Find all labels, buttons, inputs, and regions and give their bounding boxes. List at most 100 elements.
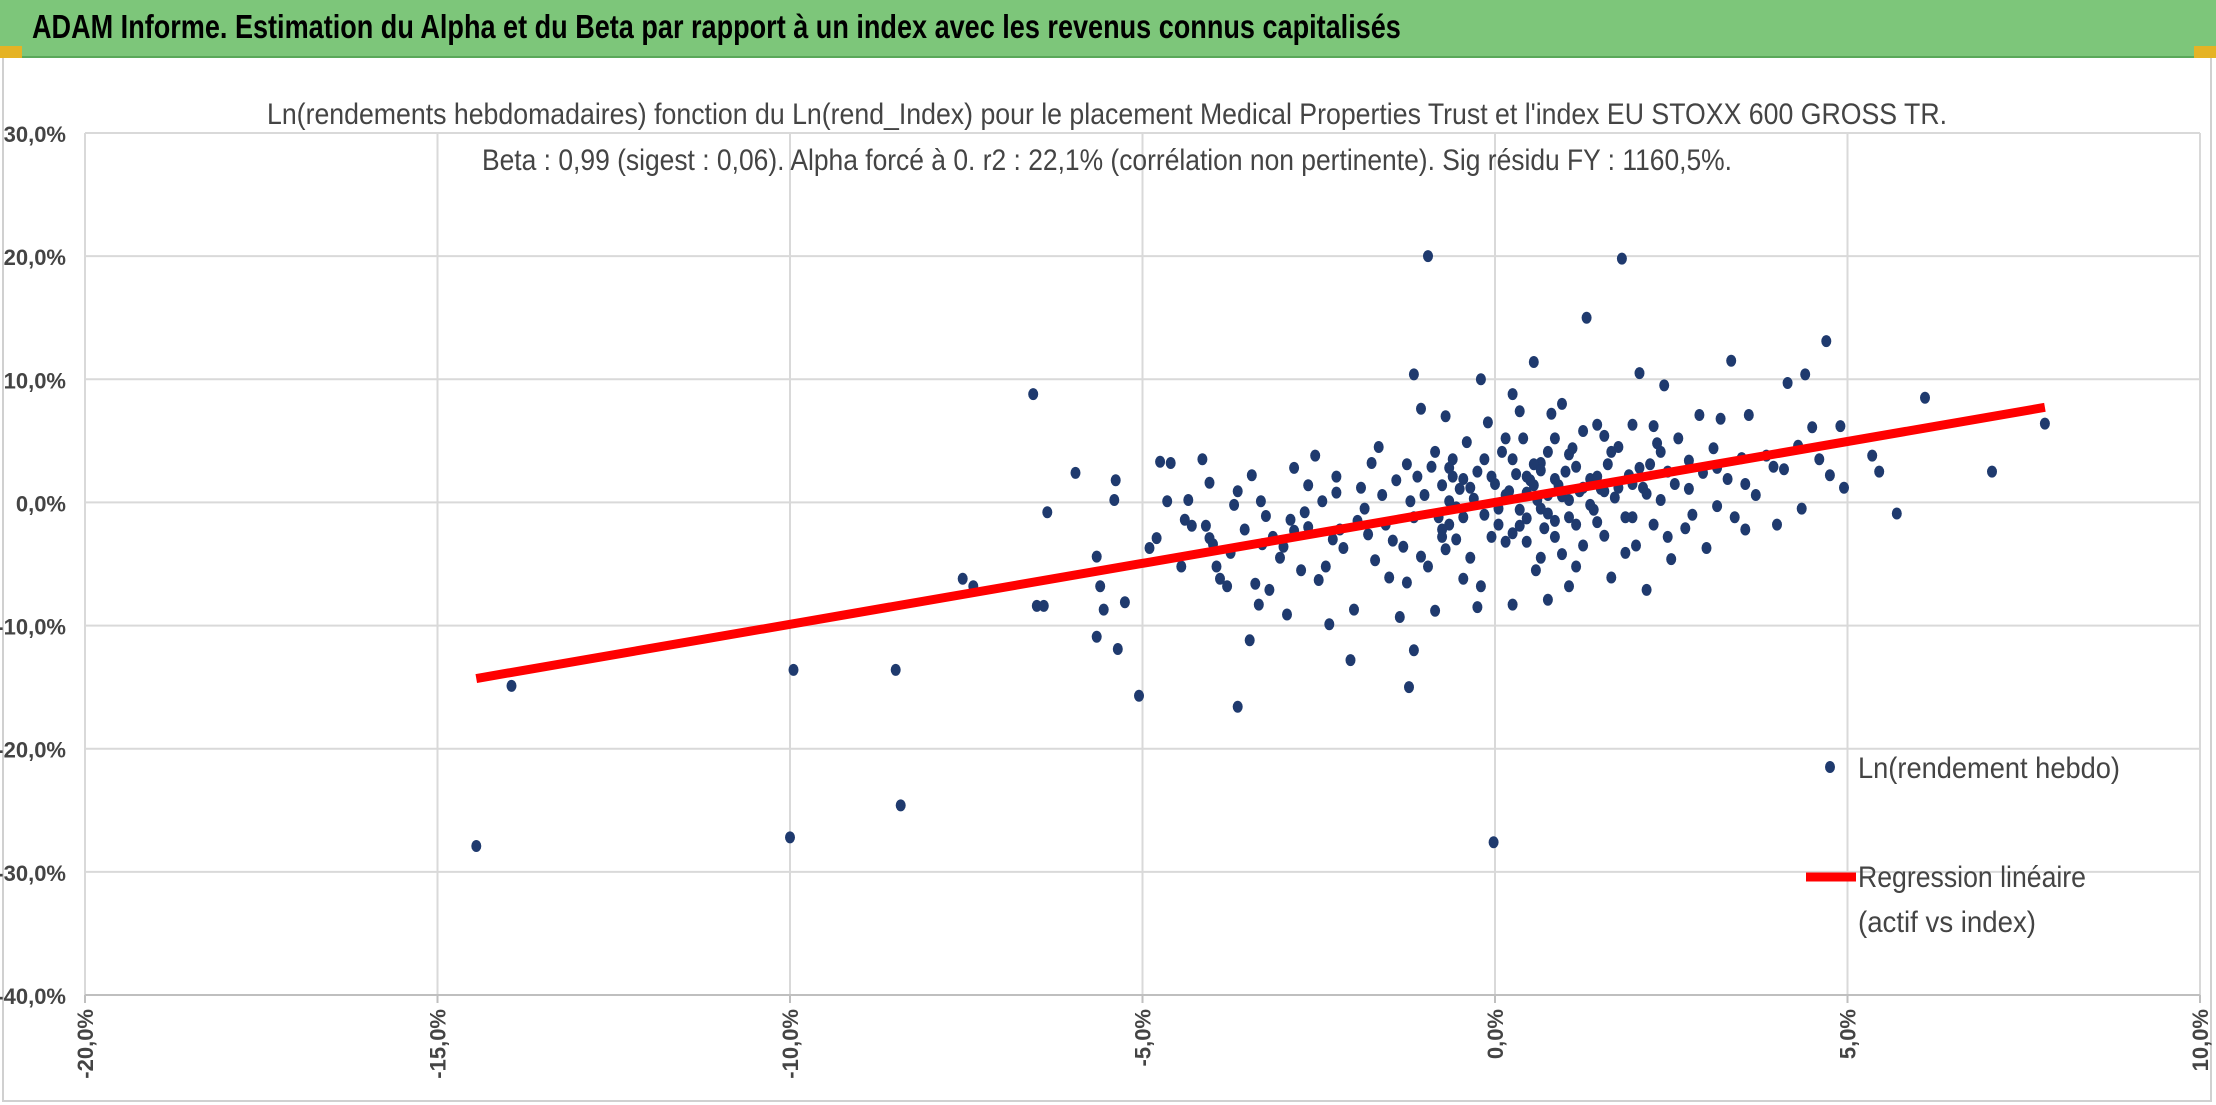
scatter-point [1578,425,1589,437]
scatter-point [1363,528,1374,541]
scatter-point [1387,534,1398,547]
scatter-point [890,663,901,676]
scatter-point [1592,516,1603,529]
scatter-point [1331,470,1342,483]
scatter-point [1768,460,1779,473]
scatter-point [1440,543,1451,556]
scatter-point [1507,527,1518,540]
chart-frame [2,58,2212,1102]
scatter-point [1179,513,1190,526]
scatter-point [1606,445,1617,458]
scatter-point [1493,518,1504,531]
scatter-point [1557,548,1567,561]
scatter-point [1634,367,1645,380]
scatter-point [1458,572,1469,585]
scatter-point [1134,689,1144,702]
scatter-point [1260,510,1271,522]
scatter-point [1144,542,1155,554]
scatter-point [1401,458,1412,471]
scatter-point [1296,564,1307,577]
scatter-point [1440,410,1451,423]
scatter-point [1514,503,1525,516]
y-tick-label: 20,0% [4,245,66,270]
scatter-point [1384,571,1395,584]
scatter-point [1264,583,1275,596]
scatter-point [1095,580,1106,593]
scatter-point [1528,356,1539,368]
scatter-point [1824,469,1835,482]
scatter-point [1599,429,1610,442]
scatter-point [1377,489,1388,501]
scatter-point [1401,576,1412,589]
scatter-point [1539,522,1550,535]
scatter-point [1165,457,1176,469]
scatter-point [1109,494,1120,506]
scatter-point [1423,560,1433,573]
scatter-point [1408,368,1419,381]
scatter-point [1444,461,1455,474]
scatter-point [1571,460,1582,473]
scatter-point [1285,513,1296,526]
scatter-point [1028,388,1039,401]
scatter-point [1560,465,1571,478]
scatter-point [1631,539,1641,552]
scatter-point [1800,368,1811,381]
scatter-point [1275,551,1285,564]
scatter-point [471,840,482,852]
scatter-point [1070,466,1081,479]
scatter-point [1726,354,1737,367]
scatter-point [1549,530,1560,543]
scatter-point [1465,481,1476,494]
scatter-point [1518,432,1529,445]
scatter-point [1098,603,1109,616]
scatter-point [1514,405,1525,418]
scatter-point [1197,453,1208,466]
regression-line [475,402,2046,683]
scatter-point [1662,530,1673,543]
scatter-point [1482,416,1493,429]
scatter-point [1373,441,1384,453]
scatter-point [1564,448,1574,461]
scatter-point [1253,598,1264,611]
scatter-point [1500,432,1511,445]
scatter-point [1155,455,1166,468]
scatter-point [1405,495,1416,508]
scatter-point [1091,630,1102,643]
scatter-point [1338,542,1349,554]
scatter-point [1729,511,1740,524]
scatter-point [1394,611,1405,623]
scatter-point [2039,417,2050,430]
scatter-point [1627,418,1638,431]
scatter-point [1183,494,1194,506]
scatter-point [1282,608,1292,621]
scatter-point [1796,502,1807,515]
legend: Ln(rendement hebdo) Regression linéaire (a… [1806,752,2120,939]
scatter-point [1701,542,1712,554]
scatter-point [1641,583,1652,596]
scatter-point [1110,474,1121,487]
scatter-point [1528,458,1539,471]
legend-marker-scatter [1825,761,1835,773]
scatter-point [1683,482,1694,495]
scatter-point [1500,535,1511,548]
scatter-point [1112,643,1123,655]
scatter-point [1511,468,1522,481]
scatter-point [1782,377,1793,389]
scatter-point [1204,532,1215,545]
scatter-point [1465,551,1476,564]
chart-title: Ln(rendements hebdomadaires) fonction du… [267,98,1947,131]
scatter-point [1038,599,1049,612]
scatter-point [1310,449,1321,462]
scatter-point [1454,482,1465,495]
scatter-point [1404,681,1414,694]
scatter-point [1609,491,1620,504]
scatter-point [1528,479,1539,492]
scatter-point [1317,495,1328,508]
scatter-point [1987,465,1997,478]
legend-label-scatter: Ln(rendement hebdo) [1858,752,2120,785]
scatter-point [1750,489,1761,501]
scatter-point [895,799,906,812]
scatter-point [1599,529,1610,542]
scatter-point [1585,498,1596,511]
scatter-point [1327,533,1338,546]
